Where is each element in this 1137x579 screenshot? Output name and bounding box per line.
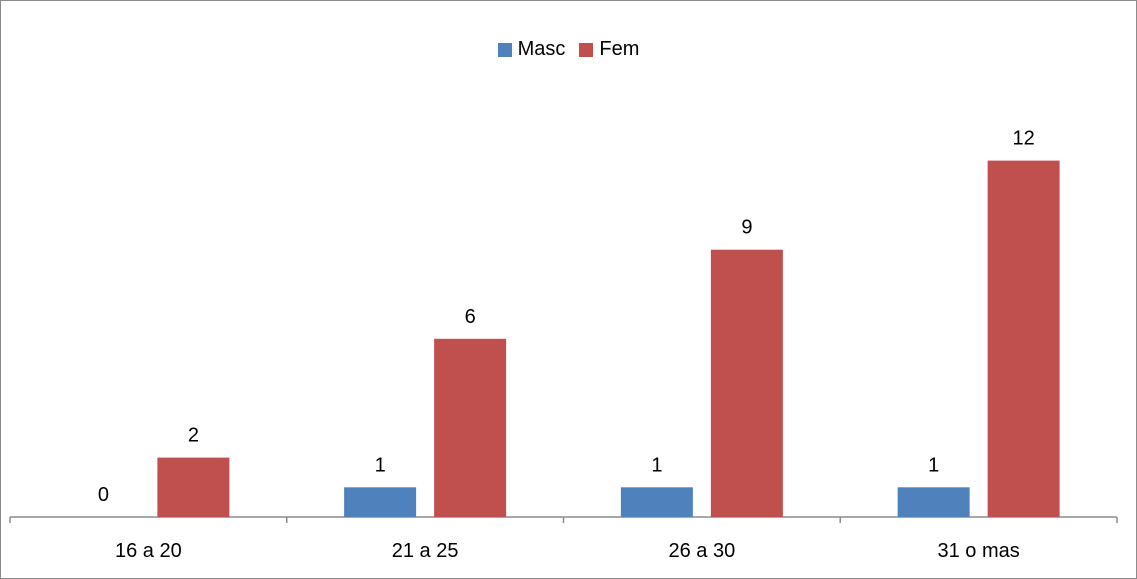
legend-swatch-masc (497, 42, 512, 57)
data-label-masc-4: 1 (928, 454, 939, 476)
bar-fem-3 (710, 249, 783, 517)
data-label-fem-4: 12 (1013, 128, 1035, 150)
bar-masc-2 (344, 487, 417, 517)
bar-fem-4 (987, 160, 1060, 517)
data-label-masc-3: 1 (651, 454, 662, 476)
x-tick-label-1: 16 a 20 (115, 540, 182, 562)
data-label-fem-2: 6 (465, 306, 476, 328)
data-label-masc-1: 0 (98, 484, 109, 506)
data-label-fem-1: 2 (188, 425, 199, 447)
bar-fem-1 (157, 457, 230, 517)
legend-label-fem: Fem (599, 38, 640, 60)
bar-fem-2 (434, 338, 507, 517)
legend-swatch-fem (579, 42, 594, 57)
bar-masc-3 (620, 487, 693, 517)
data-label-masc-2: 1 (375, 454, 386, 476)
legend-item-fem: Fem (579, 38, 639, 61)
legend-label-masc: Masc (517, 38, 566, 60)
legend-item-masc: Masc (497, 38, 566, 61)
data-label-fem-3: 9 (741, 217, 752, 239)
x-tick-label-2: 21 a 25 (392, 540, 459, 562)
legend: Masc Fem (0, 38, 1137, 61)
x-tick-label-4: 31 o mas (937, 540, 1019, 562)
bar-masc-4 (897, 487, 970, 517)
x-tick-label-3: 26 a 30 (669, 540, 736, 562)
